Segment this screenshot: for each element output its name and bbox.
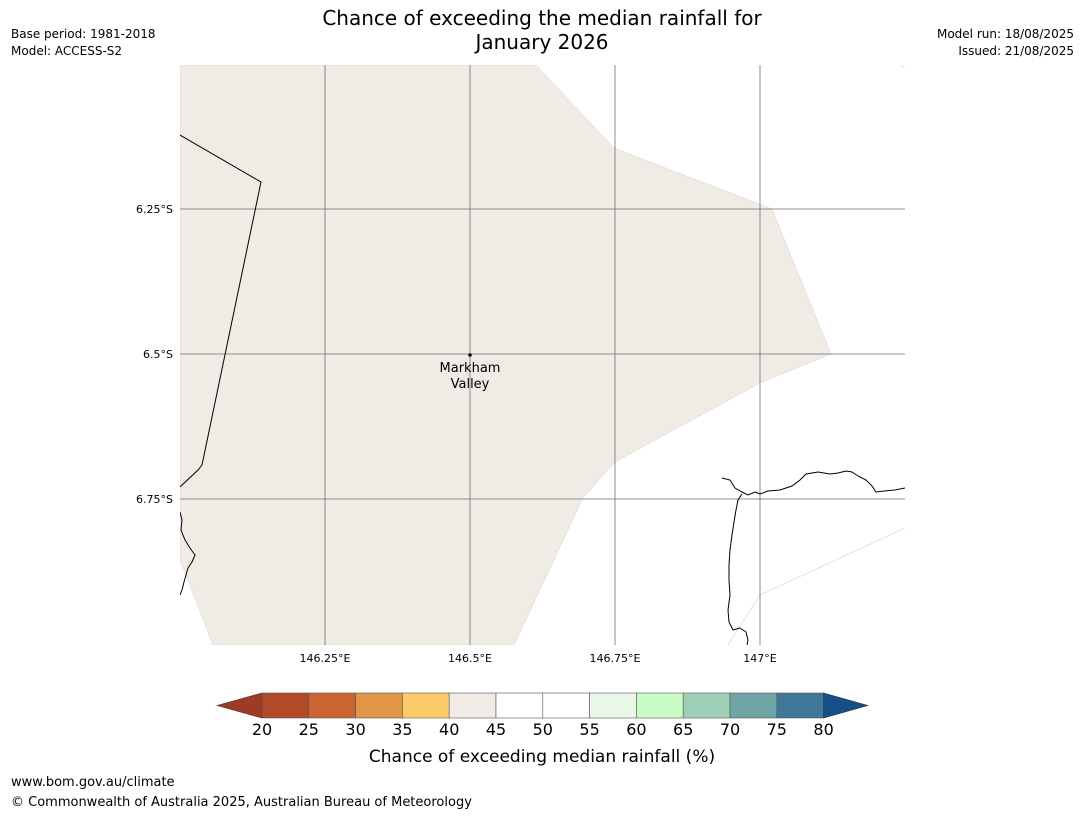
colorbar-bin [402, 692, 450, 719]
colorbar-bin [682, 692, 731, 719]
colorbar-under-arrow [215, 692, 263, 719]
colorbar-tick-label: 75 [767, 720, 787, 739]
lon-tick-label: 146.25°E [300, 652, 351, 665]
colorbar-tick-label: 30 [345, 720, 365, 739]
colorbar-tick-label: 60 [626, 720, 646, 739]
colorbar-bin [355, 692, 403, 719]
colorbar-tick-label: 65 [673, 720, 693, 739]
map-panel [180, 65, 905, 645]
footer-url[interactable]: www.bom.gov.au/climate [11, 775, 175, 790]
coastline-west [180, 134, 262, 488]
colorbar-bin [448, 692, 497, 719]
lat-tick-label: 6.75°S [136, 493, 173, 506]
faint-boundary-line-top [899, 65, 905, 69]
colorbar-tick-label: 20 [252, 720, 272, 739]
colorbar-tick-label: 40 [439, 720, 459, 739]
colorbar-over-arrow [823, 692, 870, 719]
colorbar-bin [308, 692, 356, 719]
lat-tick-label: 6.25°S [136, 203, 173, 216]
model-info: Base period: 1981-2018 Model: ACCESS-S2 [11, 26, 156, 60]
lon-tick-label: 146.75°E [590, 652, 641, 665]
model-text: Model: ACCESS-S2 [11, 44, 123, 58]
colorbar-bin [729, 692, 778, 719]
title-line-2: January 2026 [475, 30, 609, 54]
region-label-line-1: Markham [440, 361, 501, 376]
colorbar-tick-label: 45 [486, 720, 506, 739]
coastline-east [721, 470, 905, 496]
colorbar-tick-label: 50 [533, 720, 553, 739]
map-title: Chance of exceeding the median rainfall … [250, 6, 834, 54]
region-label-line-2: Valley [451, 377, 490, 392]
colorbar-bin [495, 692, 544, 719]
gridlines [180, 65, 905, 645]
longitude-labels: 146.25°E 146.5°E 146.75°E 147°E [300, 652, 777, 665]
colorbar-tick-label: 70 [720, 720, 740, 739]
colorbar-bin [636, 692, 684, 719]
lat-tick-label: 6.5°S [143, 348, 173, 361]
run-info: Model run: 18/08/2025 Issued: 21/08/2025 [937, 26, 1074, 60]
base-period-text: Base period: 1981-2018 [11, 27, 156, 41]
coastline-southwest [180, 511, 196, 596]
colorbar-tick-label: 55 [579, 720, 599, 739]
markham-valley-marker [468, 353, 472, 357]
colorbar-bin [542, 692, 590, 719]
colorbar [215, 692, 870, 719]
colorbar-bin [589, 692, 637, 719]
colorbar-tick-label: 35 [392, 720, 412, 739]
colorbar-tick-labels: 20 25 30 35 40 45 50 55 60 65 70 75 80 [252, 720, 834, 739]
colorbar-tick-label: 25 [299, 720, 319, 739]
markham-valley-region[interactable] [180, 65, 832, 645]
colorbar-bin [776, 692, 824, 719]
faint-boundary-line [727, 527, 905, 645]
lon-tick-label: 146.5°E [448, 652, 492, 665]
title-line-1: Chance of exceeding the median rainfall … [322, 6, 762, 30]
issued-text: Issued: 21/08/2025 [958, 44, 1074, 58]
latitude-labels: 6.25°S 6.5°S 6.75°S [136, 203, 173, 506]
footer-copyright: © Commonwealth of Australia 2025, Austra… [11, 795, 472, 810]
river-line [727, 493, 749, 645]
colorbar-tick-label: 80 [813, 720, 833, 739]
colorbar-bin [261, 692, 310, 719]
lon-tick-label: 147°E [743, 652, 776, 665]
model-run-text: Model run: 18/08/2025 [936, 27, 1074, 41]
colorbar-title: Chance of exceeding median rainfall (%) [369, 747, 715, 767]
